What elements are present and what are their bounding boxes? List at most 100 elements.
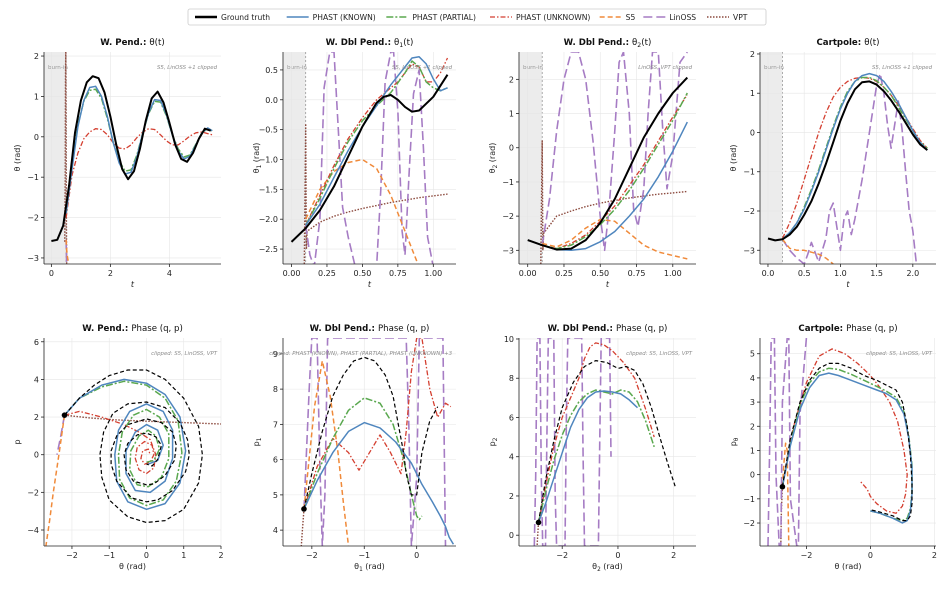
y-tick-label: −3 (502, 246, 514, 255)
y-tick-label: −2 (743, 519, 755, 528)
y-axis-label: θ1 (rad) (252, 143, 263, 174)
x-tick-label: −2 (801, 551, 813, 560)
x-axis-label: t (368, 280, 372, 289)
x-tick-label: 1.00 (664, 269, 682, 278)
y-tick-label: 2 (509, 75, 514, 84)
y-tick-label: 0 (34, 451, 39, 460)
y-axis-label: pθ (729, 437, 740, 446)
chart-title: W. Dbl Pend.: θ1(t) (326, 38, 414, 49)
y-tick-label: 0.5 (265, 66, 278, 75)
y-tick-label: 1 (509, 110, 514, 119)
burn-in-label: burn-in (523, 65, 543, 71)
start-point (779, 483, 786, 490)
y-tick-label: 4 (34, 375, 39, 384)
y-tick-label: 5 (273, 491, 278, 500)
x-tick-label: −1 (103, 551, 115, 560)
y-tick-label: 10 (504, 335, 514, 344)
x-tick-label: 0.5 (798, 269, 811, 278)
y-axis-label: θ (rad) (729, 145, 738, 172)
y-tick-label: −1 (743, 168, 755, 177)
series-line-s5 (45, 415, 66, 546)
x-tick-label: 2 (108, 269, 113, 278)
x-axis-label: θ2 (rad) (592, 562, 623, 573)
y-axis-label: p2 (488, 437, 499, 446)
panels: burn-in 0 2 4 −3 −2 −1 0 1 2 W. Pend.: θ(t) t θ (rad)… (13, 38, 937, 573)
series-line-phast-partial (303, 397, 423, 521)
chart-title: Cartpole: θ(t) (816, 38, 879, 48)
series-line-phast-unknown (64, 410, 157, 475)
series-line-phast-partial (305, 60, 448, 226)
series-line-phast-known (781, 72, 928, 240)
legend-entry: PHAST (PARTIAL) (386, 13, 476, 22)
chart-title: W. Dbl Pend.: Phase (q, p) (548, 324, 668, 334)
chart-panel: −2 −1 0 1 2 −4 −2 0 2 4 6 W. Pend.: Phase (q, p) θ (r… (13, 324, 224, 571)
y-tick-label: 4 (509, 453, 514, 462)
y-tick-label: 2 (750, 422, 755, 431)
legend-label: LinOSS (669, 13, 696, 22)
series-line-phast-partial (781, 367, 913, 522)
y-tick-label: 1 (750, 89, 755, 98)
clipped-note: S5, LinOSS +1 clipped (872, 65, 933, 71)
series-line-vpt (536, 522, 540, 546)
series-line-phast-partial (542, 92, 688, 250)
x-tick-label: 0.25 (555, 269, 573, 278)
clipped-note: clipped: S5, LinOSS, VPT (626, 351, 693, 357)
chart-panel: −2 0 2 0 2 4 6 8 10 W. Dbl Pend.: Phase (q, p) θ2 (… (488, 324, 696, 573)
x-tick-label: 2 (218, 551, 223, 560)
y-tick-label: 1 (750, 446, 755, 455)
x-tick-label: 4 (167, 269, 172, 278)
series-line-phast-known (537, 390, 639, 523)
y-tick-label: −4 (27, 526, 39, 535)
x-axis-label: t (846, 280, 850, 289)
burn-in-label: burn-in (48, 65, 68, 71)
series-line-phast-unknown (65, 128, 213, 218)
series-line-vpt (540, 140, 688, 264)
y-tick-label: 4 (750, 374, 755, 383)
y-tick-label: −1 (743, 495, 755, 504)
y-tick-label: −1 (502, 178, 514, 187)
y-tick-label: −2 (502, 212, 514, 221)
x-tick-label: 0.00 (519, 269, 537, 278)
series-line-s5 (781, 442, 790, 546)
series-line-vpt (300, 508, 305, 546)
x-tick-label: 2 (671, 551, 676, 560)
y-tick-label: 4 (273, 526, 278, 535)
series-line-s5 (781, 238, 834, 264)
start-point (301, 506, 307, 512)
series-line-phast-known (541, 121, 688, 252)
burn-in-region (519, 52, 543, 264)
x-tick-label: 0.00 (283, 269, 301, 278)
series-line-phast-partial (63, 380, 183, 507)
legend-entry: S5 (599, 13, 635, 22)
y-tick-label: 8 (273, 385, 278, 394)
x-tick-label: −2 (66, 551, 78, 560)
chart-panel: burn-in 0.0 0.5 1.0 1.5 2.0 −3 −2 −1 0 1 2 Cartpole:… (729, 38, 936, 289)
legend-entry: PHAST (UNKNOWN) (490, 13, 590, 22)
legend-entry: Ground truth (195, 13, 270, 22)
chart-panel: −2 0 2 −2 −1 0 1 2 3 4 5 Cartpole: Phase (q, p) θ (ra… (729, 324, 937, 571)
y-tick-label: 8 (509, 374, 514, 383)
x-tick-label: 1.5 (870, 269, 883, 278)
y-tick-label: −2 (743, 207, 755, 216)
x-tick-label: 1 (181, 551, 186, 560)
y-tick-label: 0 (750, 128, 755, 137)
legend: Ground truth PHAST (KNOWN) PHAST (PARTIAL)… (187, 8, 767, 26)
y-tick-label: 9 (273, 350, 278, 359)
burn-in-label: burn-in (287, 65, 307, 71)
x-tick-label: −2 (556, 551, 568, 560)
series-line-phast-known (303, 421, 455, 545)
x-axis-label: θ1 (rad) (354, 562, 385, 573)
clipped-note: LinOSS, VPT clipped (638, 65, 692, 71)
x-axis-label: t (131, 280, 135, 289)
series-line-phast-partial (537, 389, 655, 523)
chart-title: W. Pend.: θ(t) (100, 38, 164, 48)
x-tick-label: 0 (414, 551, 419, 560)
clipped-note: clipped: S5, LinOSS, VPT (866, 351, 933, 357)
chart-title: W. Dbl Pend.: Phase (q, p) (310, 324, 430, 334)
legend-label: Ground truth (221, 13, 270, 22)
y-tick-label: 7 (273, 420, 278, 429)
x-axis-label: θ (rad) (835, 562, 862, 571)
y-tick-label: −3 (27, 254, 39, 263)
y-tick-label: 3 (750, 398, 755, 407)
chart-panel: burn-in 0.00 0.25 0.50 0.75 1.00 −2.5 −2.0 −1.5 −… (252, 38, 456, 289)
